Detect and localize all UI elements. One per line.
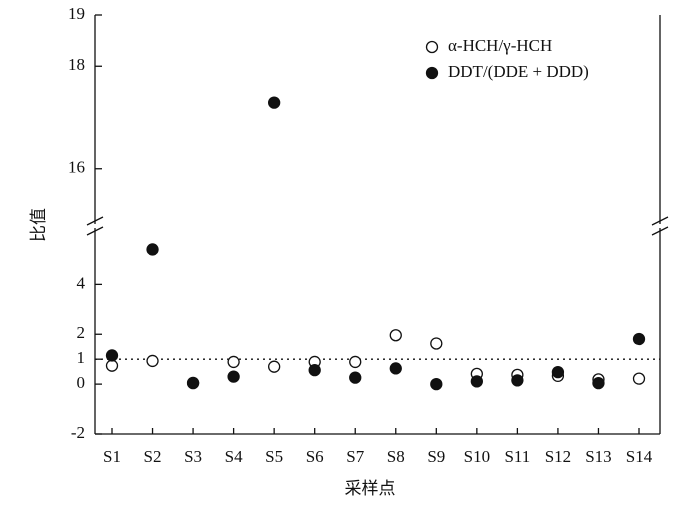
x-tick-label: S9 bbox=[427, 447, 445, 466]
point bbox=[105, 349, 119, 362]
point bbox=[268, 360, 281, 373]
y-axis-label: 比值 bbox=[29, 208, 48, 242]
x-tick-label: S10 bbox=[464, 447, 490, 466]
point bbox=[592, 376, 605, 390]
axis-break bbox=[86, 216, 104, 226]
legend-label: α-HCH/γ-HCH bbox=[448, 36, 552, 55]
point bbox=[186, 376, 200, 390]
x-tick-label: S4 bbox=[225, 447, 243, 466]
x-tick-label: S1 bbox=[103, 447, 121, 466]
x-tick-label: S14 bbox=[626, 447, 653, 466]
point bbox=[349, 355, 362, 369]
y-tick-label: 2 bbox=[77, 323, 86, 342]
legend-marker bbox=[425, 66, 439, 80]
axis-break bbox=[86, 226, 104, 236]
point bbox=[389, 362, 402, 375]
x-tick-label: S7 bbox=[346, 447, 364, 466]
x-tick-label: S5 bbox=[265, 447, 283, 466]
legend-marker bbox=[425, 40, 439, 54]
y-tick-label: 0 bbox=[77, 373, 86, 392]
point bbox=[308, 364, 321, 377]
legend-label: DDT/(DDE + DDD) bbox=[448, 62, 589, 81]
point bbox=[632, 332, 646, 346]
point bbox=[430, 337, 443, 350]
point bbox=[389, 329, 402, 342]
axis-break bbox=[651, 216, 669, 226]
y-tick-label: 1 bbox=[77, 348, 86, 367]
point bbox=[146, 354, 159, 368]
x-tick-label: S2 bbox=[144, 447, 162, 466]
y-tick-label: 19 bbox=[68, 4, 85, 23]
y-tick-label: 4 bbox=[77, 273, 86, 292]
point bbox=[227, 355, 240, 369]
point bbox=[430, 377, 443, 391]
axis-break bbox=[651, 226, 669, 236]
point bbox=[470, 375, 483, 388]
point bbox=[511, 374, 524, 387]
point bbox=[632, 372, 646, 385]
y-tick-label: 18 bbox=[68, 55, 85, 74]
x-axis-label: 采样点 bbox=[345, 479, 396, 498]
point bbox=[227, 370, 240, 383]
x-tick-label: S6 bbox=[306, 447, 324, 466]
x-tick-label: S13 bbox=[585, 447, 611, 466]
x-tick-label: S12 bbox=[545, 447, 571, 466]
point bbox=[349, 371, 362, 384]
x-tick-label: S3 bbox=[184, 447, 202, 466]
point bbox=[146, 243, 159, 256]
point bbox=[105, 359, 119, 372]
x-tick-label: S11 bbox=[504, 447, 530, 466]
x-tick-label: S8 bbox=[387, 447, 405, 466]
point bbox=[551, 366, 565, 379]
y-tick-label: 16 bbox=[68, 158, 85, 177]
point bbox=[268, 96, 281, 109]
y-tick-label: -2 bbox=[71, 423, 85, 442]
